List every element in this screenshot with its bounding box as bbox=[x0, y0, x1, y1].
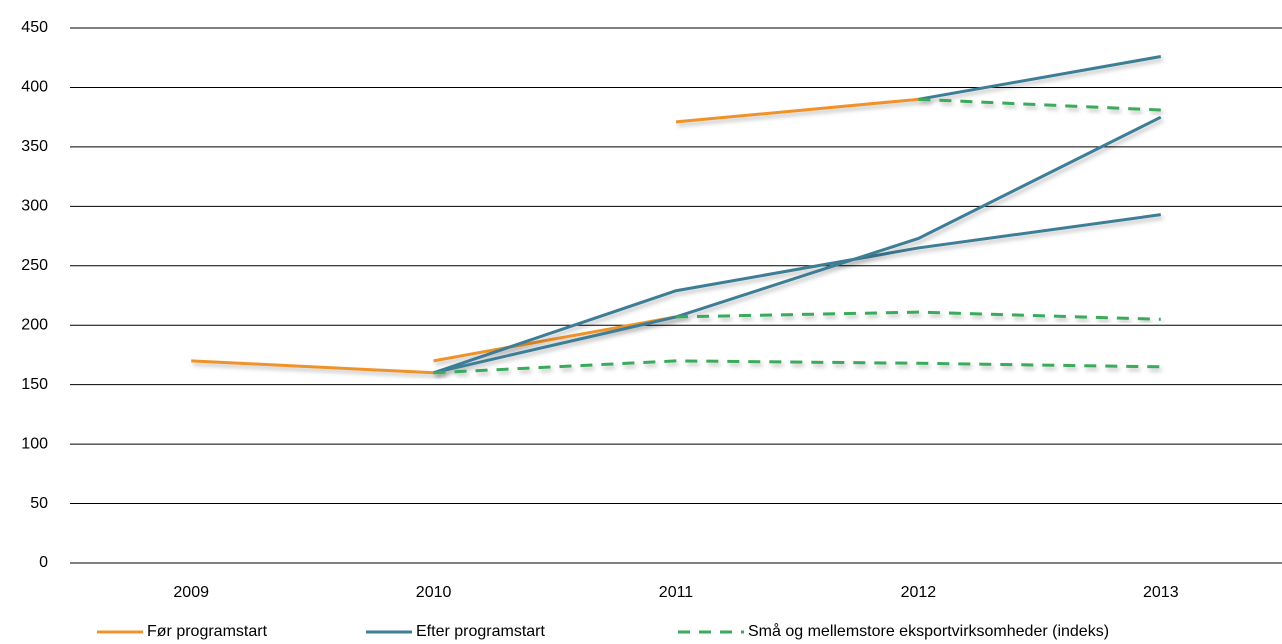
y-tick-label: 0 bbox=[39, 554, 48, 571]
x-tick-label: 2012 bbox=[901, 584, 937, 601]
legend-label: Efter programstart bbox=[416, 623, 545, 640]
x-tick-label: 2009 bbox=[173, 584, 209, 601]
legend-label: Før programstart bbox=[147, 623, 268, 640]
x-tick-label: 2011 bbox=[659, 584, 694, 601]
series-line bbox=[918, 55, 1162, 101]
y-tick-label: 200 bbox=[21, 316, 48, 333]
legend-label: Små og mellemstore eksportvirksomheder (… bbox=[748, 622, 1109, 640]
x-tick-label: 2010 bbox=[416, 584, 452, 601]
series-line bbox=[191, 359, 434, 375]
y-tick-label: 350 bbox=[21, 138, 48, 155]
series-line bbox=[675, 310, 1161, 321]
series-line bbox=[918, 97, 1161, 112]
y-tick-label: 450 bbox=[21, 19, 48, 36]
y-tick-label: 100 bbox=[21, 435, 48, 452]
series-line bbox=[433, 315, 677, 363]
y-tick-label: 400 bbox=[21, 79, 48, 96]
series-line bbox=[433, 213, 1162, 375]
series-line bbox=[433, 115, 1162, 375]
series-line bbox=[433, 359, 1161, 375]
y-tick-label: 50 bbox=[30, 495, 48, 512]
series-line bbox=[675, 97, 919, 124]
x-tick-label: 2013 bbox=[1143, 584, 1179, 601]
y-tick-label: 300 bbox=[21, 198, 48, 215]
y-tick-label: 150 bbox=[21, 376, 48, 393]
y-tick-label: 250 bbox=[21, 257, 48, 274]
